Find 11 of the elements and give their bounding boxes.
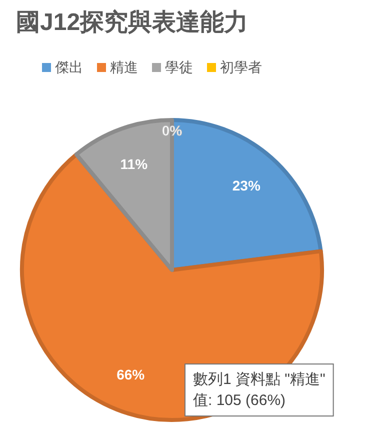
legend-label: 精進 [110,59,138,75]
legend-label: 初學者 [220,59,262,75]
data-label: 11% [120,156,148,172]
text: 0% [162,122,182,138]
text: 數列1 資料點 "精進" [193,371,326,388]
title: 國J12探究與表達能力 [16,9,248,36]
text: 值: 105 (66%) [193,392,286,409]
legend-label: 學徒 [165,59,193,75]
data-label: 23% [232,178,261,194]
data-label: 66% [116,366,146,383]
legend-label: 傑出 [55,59,83,75]
